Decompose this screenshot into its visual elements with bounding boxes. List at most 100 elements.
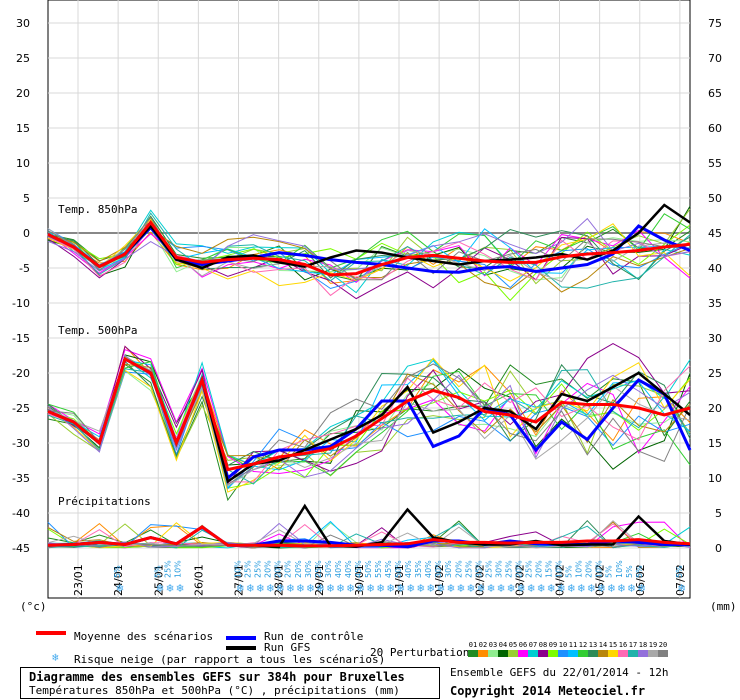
- legend-perturbations-label: 20 Perturbations: [370, 646, 476, 659]
- snow-risk-icon: ❄: [558, 581, 565, 595]
- snow-risk-icon: ❄: [257, 581, 264, 595]
- snow-risk-label: 25%: [524, 560, 533, 578]
- snow-risk-icon: ❄: [507, 581, 514, 595]
- perturbation-number: 20: [658, 641, 668, 649]
- legend-gfs-label: Run GFS: [264, 641, 311, 654]
- x-tick-label: 01/02: [433, 564, 446, 596]
- snow-risk-label: 30%: [494, 560, 503, 578]
- y-tick-right: 70: [708, 52, 722, 65]
- perturbation-number: 14: [598, 641, 608, 649]
- perturbation-number: 02: [478, 641, 488, 649]
- legend-mean-swatch: [36, 631, 66, 635]
- snow-risk-label: 25%: [244, 560, 253, 578]
- perturbation-color-cell: [548, 650, 558, 657]
- snow-risk-icon: ❄: [427, 581, 434, 595]
- snow-risk-label: 10%: [234, 560, 243, 578]
- snow-risk-label: 40%: [344, 560, 353, 578]
- snow-risk-label: 20%: [274, 560, 283, 578]
- legend-gfs-swatch: [226, 646, 256, 650]
- x-tick-label: 06/02: [634, 564, 647, 596]
- member-line: [47, 349, 691, 475]
- x-tick-label: 25/01: [152, 564, 165, 596]
- perturbation-color-cell: [528, 650, 538, 657]
- perturbation-color-cell: [648, 650, 658, 657]
- snow-risk-label: 10%: [595, 560, 604, 578]
- snow-risk-icon: ❄: [538, 581, 545, 595]
- snow-risk-icon: ❄: [487, 581, 494, 595]
- snow-risk-icon: ❄: [387, 581, 394, 595]
- perturbation-number: 18: [638, 641, 648, 649]
- snow-risk-icon: ❄: [598, 581, 605, 595]
- snow-risk-label: 25%: [163, 560, 172, 578]
- perturbation-color-cell: [658, 650, 668, 657]
- snow-risk-label: 35%: [414, 560, 423, 578]
- y-tick-right: 30: [708, 332, 722, 345]
- perturbation-color-cell: [498, 650, 508, 657]
- snow-risk-label: 45%: [384, 560, 393, 578]
- perturbation-number: 07: [528, 641, 538, 649]
- y-tick-left: 20: [16, 87, 30, 100]
- section-label: Précipitations: [58, 495, 151, 508]
- snow-risk-icon: ❄: [287, 581, 294, 595]
- y-tick-right: 60: [708, 122, 722, 135]
- perturbation-color-cell: [488, 650, 498, 657]
- snow-risk-icon: ❄: [457, 581, 464, 595]
- y-tick-right: 25: [708, 367, 722, 380]
- y-tick-left: -40: [12, 507, 30, 520]
- perturbation-number: 03: [488, 641, 498, 649]
- x-tick-label: 28/01: [273, 564, 286, 596]
- snow-risk-icon: ❄: [517, 581, 524, 595]
- x-tick-label: 04/02: [554, 564, 567, 596]
- units-left: (°c): [20, 600, 47, 613]
- snow-risk-label: 5%: [605, 565, 614, 578]
- x-tick-label: 07/02: [674, 564, 687, 596]
- snow-risk-label: 10%: [555, 560, 564, 578]
- perturbation-number: 15: [608, 641, 618, 649]
- snow-risk-label: 40%: [424, 560, 433, 578]
- snow-risk-label: 40%: [334, 560, 343, 578]
- member-line: [47, 212, 691, 289]
- section-label: Temp. 500hPa: [58, 324, 137, 337]
- y-tick-left: -5: [19, 262, 30, 275]
- perturbation-number: 05: [508, 641, 518, 649]
- snow-risk-icon: ❄: [297, 581, 304, 595]
- snow-risk-icon: ❄: [477, 581, 484, 595]
- perturbation-number: 11: [568, 641, 578, 649]
- perturbation-color-cell: [598, 650, 608, 657]
- snow-risk-label: 25%: [314, 560, 323, 578]
- perturbation-number: 06: [518, 641, 528, 649]
- perturbation-color-cell: [478, 650, 488, 657]
- y-tick-left: -25: [12, 402, 30, 415]
- snow-risk-label: 5%: [153, 565, 162, 578]
- section-label: Temp. 850hPa: [58, 203, 137, 216]
- snow-risk-label: 30%: [434, 560, 443, 578]
- snow-risk-label: 20%: [284, 560, 293, 578]
- snow-risk-icon: ❄: [467, 581, 474, 595]
- y-tick-left: 5: [23, 192, 30, 205]
- snow-risk-icon: ❄: [568, 581, 575, 595]
- chart-subtitle: Températures 850hPa et 500hPa (°C) , pré…: [29, 684, 400, 697]
- snow-icon: ❄: [52, 651, 59, 664]
- y-tick-right: 40: [708, 262, 722, 275]
- mean-line: [47, 220, 691, 277]
- y-tick-left: -30: [12, 437, 30, 450]
- snow-risk-icon: ❄: [327, 581, 334, 595]
- snow-risk-label: 50%: [364, 560, 373, 578]
- snow-risk-icon: ❄: [156, 581, 163, 595]
- snow-risk-icon: ❄: [237, 581, 244, 595]
- y-tick-right: 35: [708, 297, 722, 310]
- snow-risk-icon: ❄: [628, 581, 635, 595]
- y-tick-right: 75: [708, 17, 722, 30]
- snow-risk-label: 20%: [294, 560, 303, 578]
- y-tick-right: 45: [708, 227, 722, 240]
- snow-risk-icon: ❄: [176, 581, 183, 595]
- perturbation-color-cell: [518, 650, 528, 657]
- snow-risk-label: 40%: [404, 560, 413, 578]
- y-tick-right: 50: [708, 192, 722, 205]
- snow-risk-label: 25%: [484, 560, 493, 578]
- chart-title: Diagramme des ensembles GEFS sur 384h po…: [29, 670, 405, 684]
- perturbation-color-cell: [568, 650, 578, 657]
- y-tick-left: -35: [12, 472, 30, 485]
- x-tick-label: 02/02: [473, 564, 486, 596]
